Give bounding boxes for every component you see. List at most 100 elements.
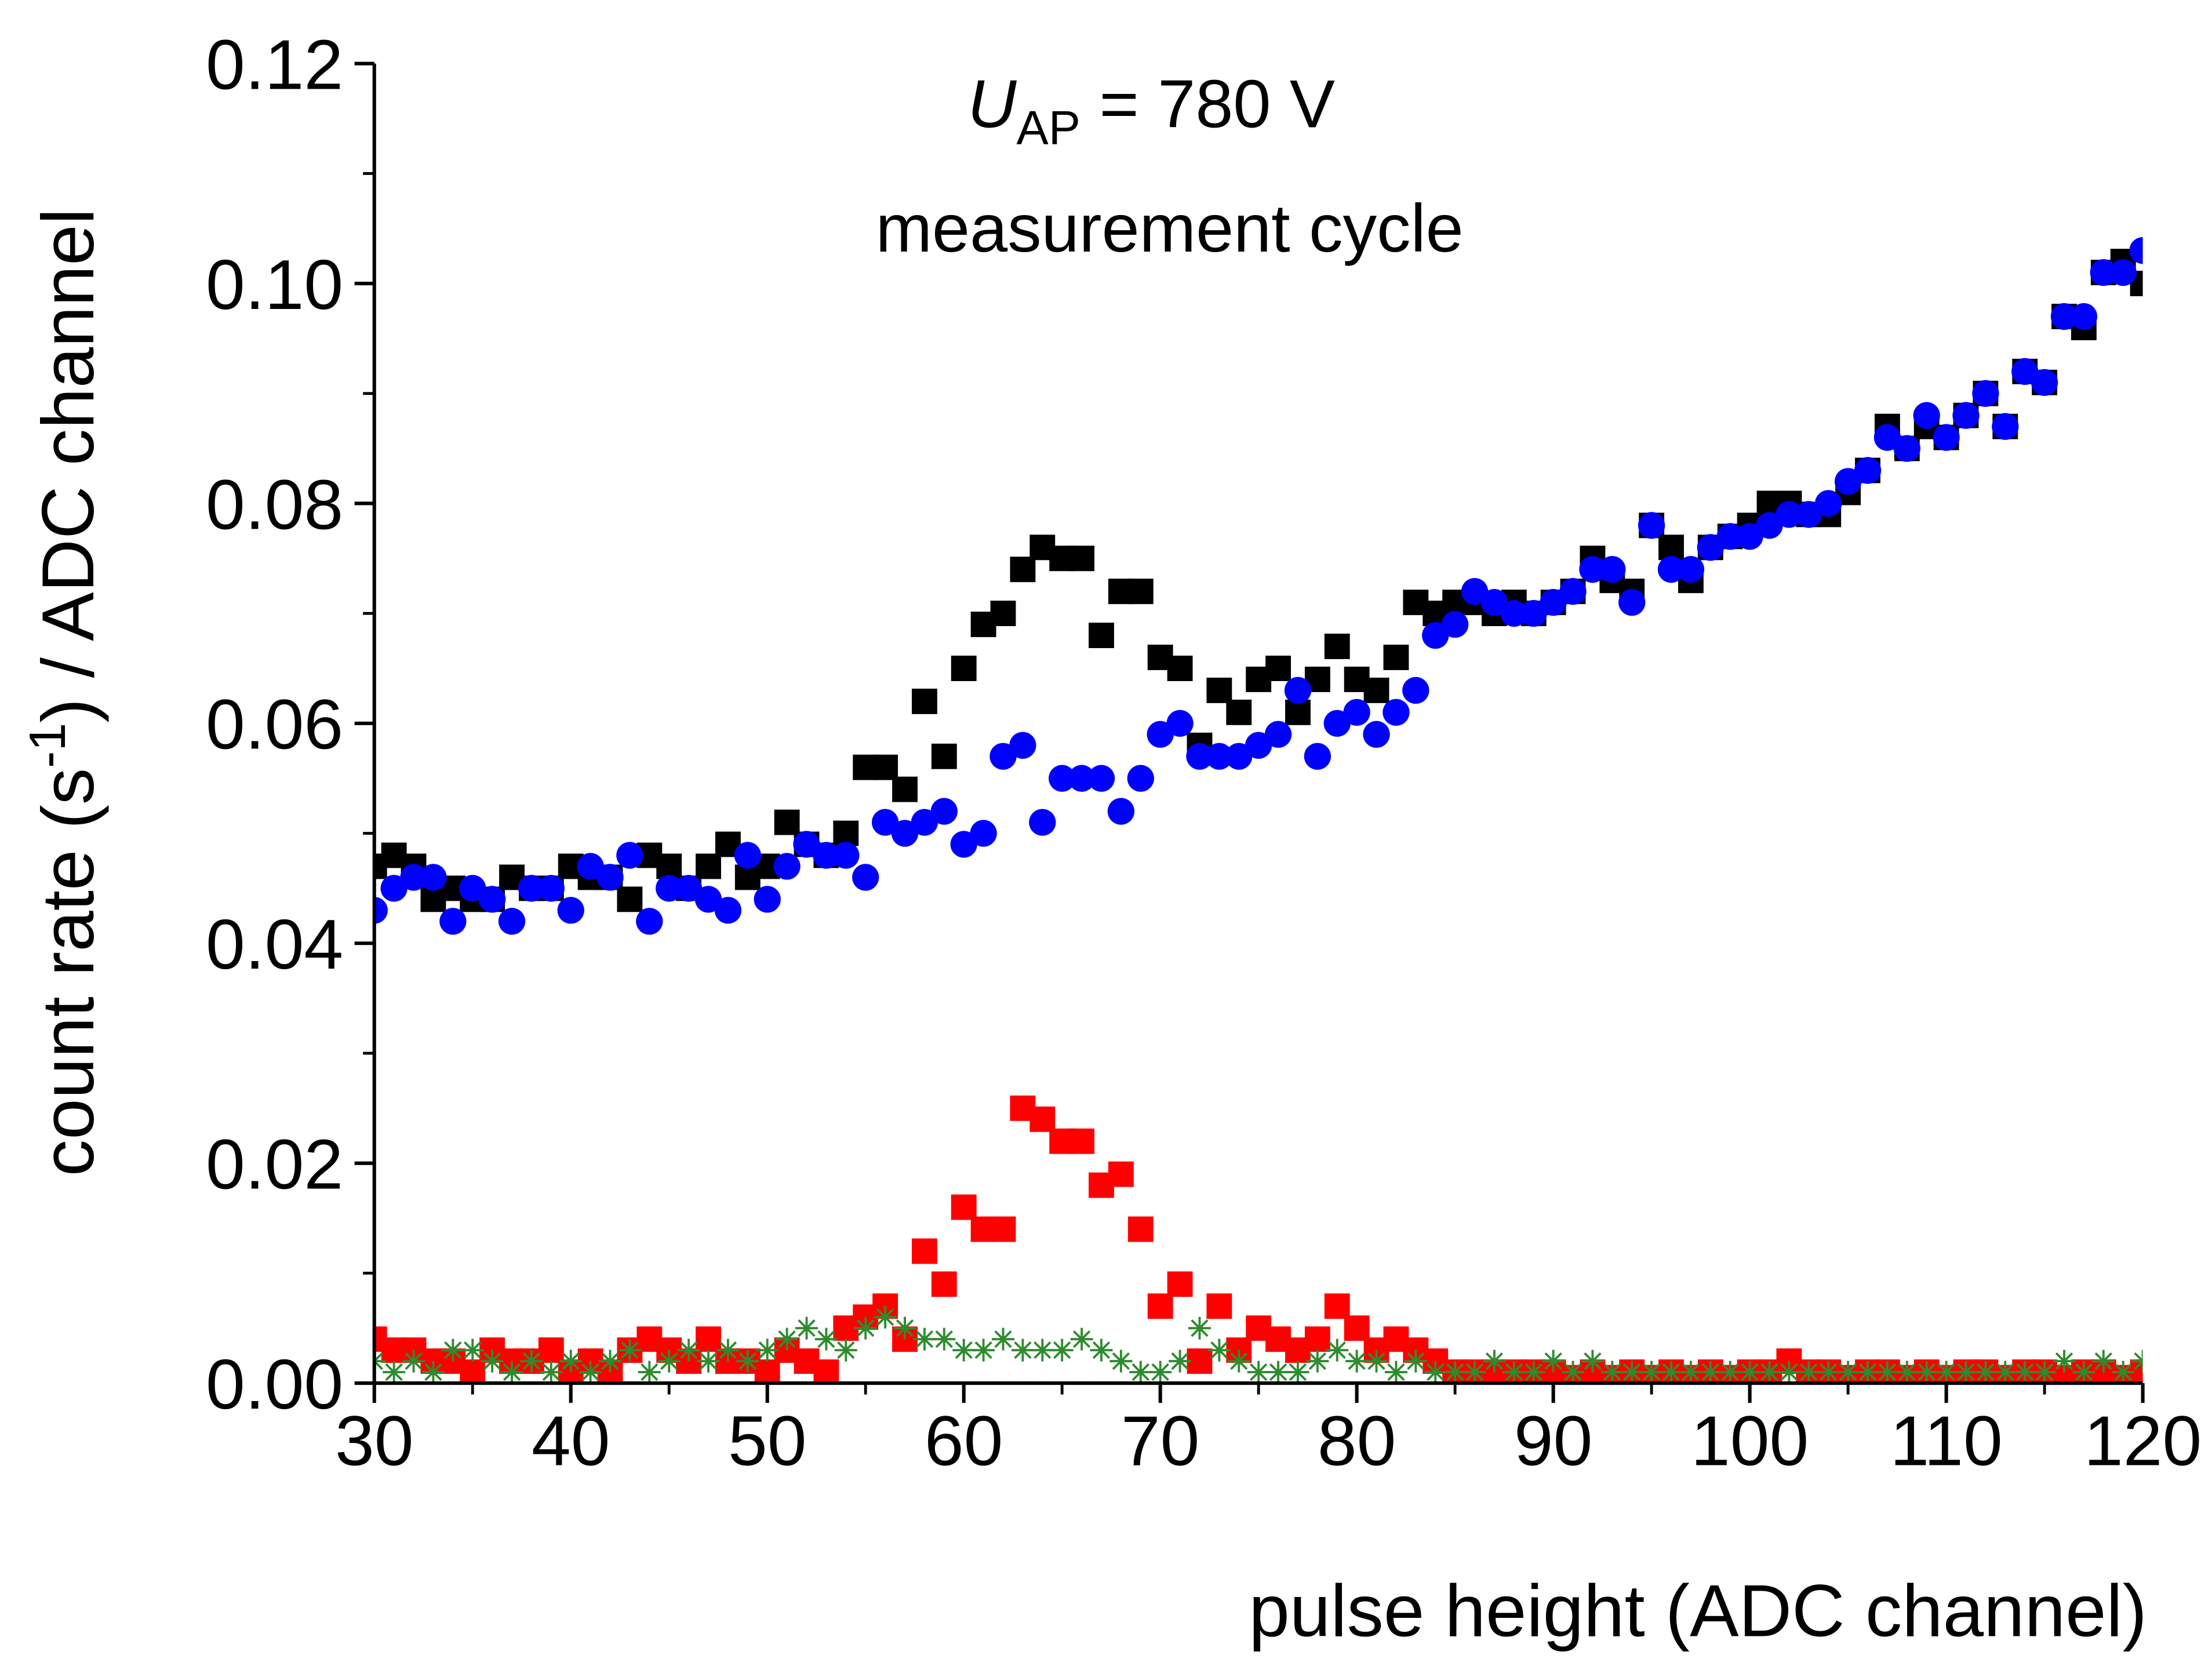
marker-star [697,1349,720,1373]
x-tick-label: 80 [1318,1401,1396,1480]
marker-circle [1245,732,1272,759]
marker-square [1285,699,1311,725]
plot-area [374,237,2143,1384]
marker-circle [813,842,840,869]
marker-star [1935,1360,1958,1384]
marker-star [1856,1360,1879,1384]
y-label-superscript: -1 [19,723,76,768]
marker-star [1562,1360,1585,1384]
marker-square [617,886,643,912]
x-tick-label: 40 [532,1401,610,1480]
marker-square [833,820,859,846]
marker-star [1365,1349,1388,1373]
x-tick-label: 120 [2084,1401,2202,1480]
marker-star [1797,1360,1820,1384]
marker-star [1640,1360,1663,1384]
marker-star [1876,1360,1899,1384]
marker-star [1836,1360,1860,1384]
marker-star [1090,1338,1113,1362]
marker-square [1206,678,1232,703]
marker-star [2131,1349,2143,1373]
marker-circle [1873,424,1901,451]
marker-star [599,1349,622,1373]
x-tick-label: 60 [925,1401,1003,1480]
marker-star [1955,1360,1978,1384]
marker-circle [1206,743,1233,770]
marker-circle [1697,534,1724,561]
marker-circle [2011,358,2039,385]
marker-star [913,1327,936,1351]
marker-square [1304,1326,1330,1352]
marker-circle [871,809,899,836]
marker-circle [478,886,506,913]
marker-circle [1677,556,1705,583]
marker-star [756,1338,779,1362]
marker-square [1010,556,1036,583]
marker-circle [930,798,958,825]
marker-circle [714,897,742,924]
marker-star [421,1360,445,1384]
marker-circle [1068,765,1096,792]
marker-circle [1716,523,1744,550]
annotation: measurement cycle [876,190,1464,266]
marker-circle [1363,721,1390,748]
title-symbol: U [967,66,1017,141]
marker-star [1522,1360,1545,1384]
marker-star [1031,1338,1054,1362]
marker-circle [1304,743,1331,770]
marker-square [931,1271,957,1297]
marker-circle [1009,732,1036,759]
marker-square [951,656,977,681]
x-tick-label: 70 [1121,1401,1200,1480]
marker-square [1167,1271,1193,1297]
y-tick-label: 0.02 [206,1125,343,1204]
marker-square [1167,656,1193,681]
x-tick-label: 110 [1890,1401,2002,1480]
marker-circle [1049,765,1076,792]
marker-circle [1500,600,1528,627]
marker-star [1660,1360,1683,1384]
marker-square [1344,1315,1370,1341]
marker-star [972,1338,995,1362]
marker-square [1363,678,1389,703]
marker-square [990,601,1016,627]
marker-circle [793,831,820,858]
marker-circle [1107,798,1135,825]
marker-star [2033,1360,2056,1384]
marker-square [656,853,682,879]
marker-star [1011,1338,1034,1362]
marker-circle [2050,303,2078,330]
marker-circle [459,875,486,902]
marker-star [2092,1349,2115,1373]
marker-star [736,1349,759,1373]
marker-circle [989,743,1017,770]
marker-circle [1087,765,1115,792]
marker-star [795,1316,818,1340]
y-tick-label: 0.06 [206,685,343,764]
marker-circle [1323,710,1351,737]
marker-circle [1442,610,1469,638]
y-label-part: count rate (s [27,768,109,1176]
marker-circle [1166,710,1194,737]
marker-circle [1599,556,1626,583]
marker-circle [1834,468,1862,495]
marker-star [893,1316,916,1340]
marker-star [657,1349,681,1373]
marker-square [1265,656,1291,681]
marker-star [441,1338,464,1362]
marker-circle [970,820,997,847]
marker-circle [832,842,860,869]
marker-star [1267,1360,1290,1384]
marker-star [716,1338,740,1362]
marker-circle [675,875,703,902]
marker-star [1581,1349,1604,1373]
marker-square [538,1337,564,1363]
marker-circle [1284,676,1312,704]
marker-star [1207,1338,1231,1362]
marker-circle [1225,743,1253,770]
marker-circle [1264,721,1292,748]
marker-star [1109,1349,1133,1373]
marker-circle [950,831,977,858]
marker-circle [2031,369,2058,396]
